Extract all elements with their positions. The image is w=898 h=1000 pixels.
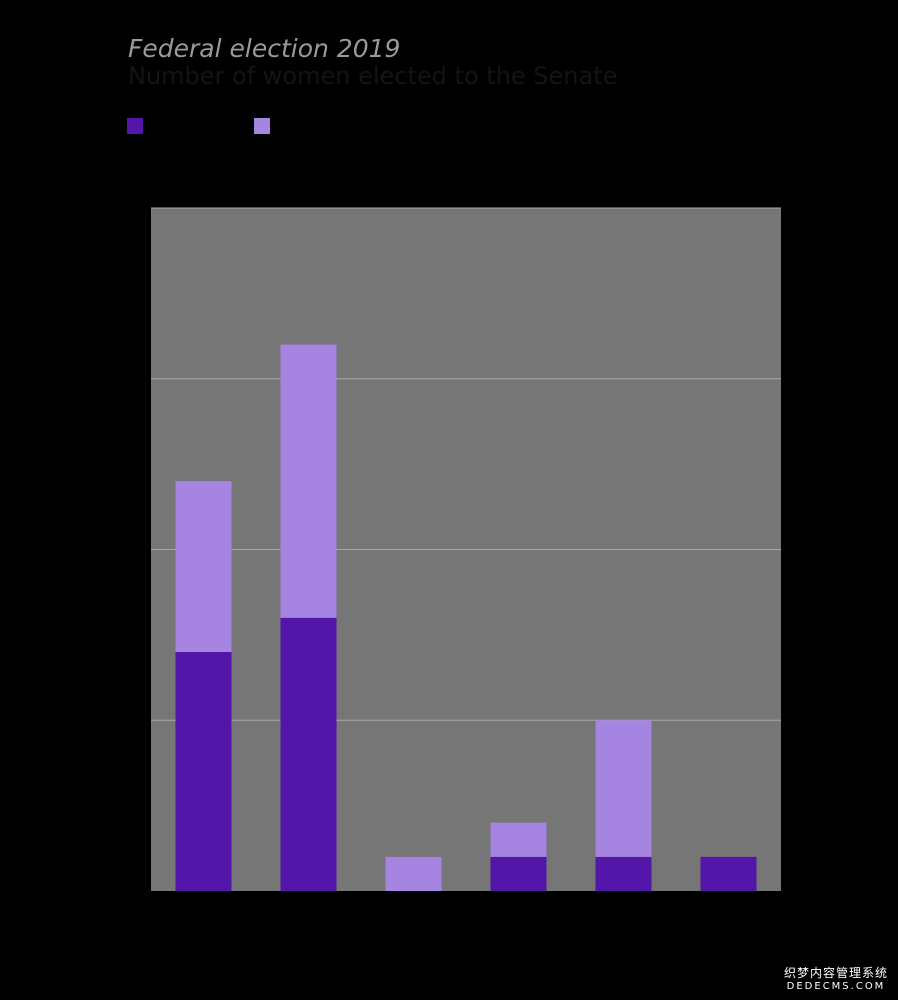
bar-series-1-cat-6 bbox=[700, 856, 757, 891]
bar-series-1-cat-4 bbox=[490, 856, 547, 891]
legend-item-series-1 bbox=[127, 118, 151, 134]
bar-series-2-cat-1 bbox=[175, 481, 232, 652]
bar-series-2-cat-3 bbox=[385, 856, 442, 891]
bar-series-1-cat-1 bbox=[175, 651, 232, 891]
legend-swatch-series-2 bbox=[254, 118, 270, 134]
legend-item-series-2 bbox=[254, 118, 278, 134]
chart-subtitle: Number of women elected to the Senate bbox=[128, 62, 618, 90]
chart-title: Federal election 2019 bbox=[128, 34, 401, 63]
bar-series-2-cat-2 bbox=[280, 344, 337, 618]
watermark-line-1: 织梦内容管理系统 bbox=[783, 966, 888, 980]
bar-series-1-cat-2 bbox=[280, 617, 337, 891]
legend-swatch-series-1 bbox=[127, 118, 143, 134]
watermark-line-2: DEDECMS.COM bbox=[786, 981, 886, 992]
bar-series-2-cat-5 bbox=[595, 720, 652, 857]
bar-series-2-cat-4 bbox=[490, 822, 547, 857]
watermark: 织梦内容管理系统 DEDECMS.COM bbox=[784, 964, 888, 992]
bar-series-1-cat-5 bbox=[595, 856, 652, 891]
